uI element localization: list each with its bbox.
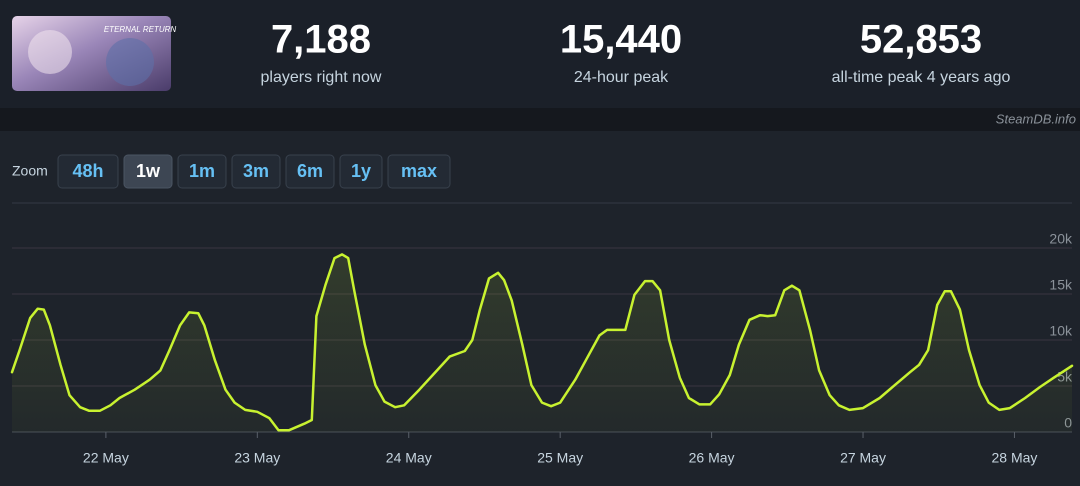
- players-area: [12, 254, 1072, 432]
- logo-text: ETERNAL RETURN: [104, 25, 177, 34]
- zoom-button-bg: [177, 154, 227, 189]
- zoom-button-bg: [231, 154, 281, 189]
- x-tick-label: 23 May: [234, 450, 280, 466]
- zoom-button[interactable]: 48h: [57, 154, 119, 189]
- y-tick-label: 20k: [1049, 231, 1073, 247]
- zoom-button-label: 48h: [72, 161, 103, 181]
- zoom-button-bg: [123, 154, 173, 189]
- x-tick-label: 28 May: [991, 450, 1037, 466]
- zoom-button-label: 3m: [243, 161, 269, 181]
- stat-label: 24-hour peak: [574, 69, 669, 86]
- zoom-button-label: 6m: [297, 161, 323, 181]
- zoom-label: Zoom: [12, 163, 48, 179]
- zoom-button[interactable]: max: [387, 154, 451, 189]
- stat-label: players right now: [261, 69, 382, 86]
- game-art: ETERNAL RETURN: [12, 16, 176, 91]
- x-tick-label: 26 May: [689, 450, 735, 466]
- zoom-button[interactable]: 3m: [231, 154, 281, 189]
- zoom-button-bg: [387, 154, 451, 189]
- zoom-button-label: max: [401, 161, 437, 181]
- watermark: SteamDB.info: [996, 111, 1076, 126]
- zoom-button-bg: [285, 154, 335, 189]
- zoom-button-label: 1m: [189, 161, 215, 181]
- zoom-button-bg: [57, 154, 119, 189]
- x-tick-label: 25 May: [537, 450, 583, 466]
- y-tick-label: 15k: [1049, 277, 1073, 293]
- zoom-button[interactable]: 1w: [123, 154, 173, 189]
- stat-value: 15,440: [560, 18, 682, 62]
- header-bg: [0, 0, 1080, 108]
- x-tick-label: 22 May: [83, 450, 129, 466]
- zoom-button-label: 1y: [351, 161, 371, 181]
- players-line: [10, 253, 1074, 432]
- stat-value: 7,188: [271, 18, 371, 62]
- y-tick-label: 10k: [1049, 323, 1073, 339]
- x-tick-label: 24 May: [386, 450, 432, 466]
- stat-value: 52,853: [860, 18, 982, 62]
- art-figure: [106, 38, 154, 86]
- watermark-band: [0, 108, 1080, 131]
- x-tick-label: 27 May: [840, 450, 886, 466]
- zoom-button[interactable]: 1m: [177, 154, 227, 189]
- zoom-button-bg: [339, 154, 383, 189]
- zoom-button-label: 1w: [136, 161, 161, 181]
- zoom-button[interactable]: 6m: [285, 154, 335, 189]
- zoom-button[interactable]: 1y: [339, 154, 383, 189]
- art-figure: [28, 30, 72, 74]
- stat-label: all-time peak 4 years ago: [832, 69, 1011, 86]
